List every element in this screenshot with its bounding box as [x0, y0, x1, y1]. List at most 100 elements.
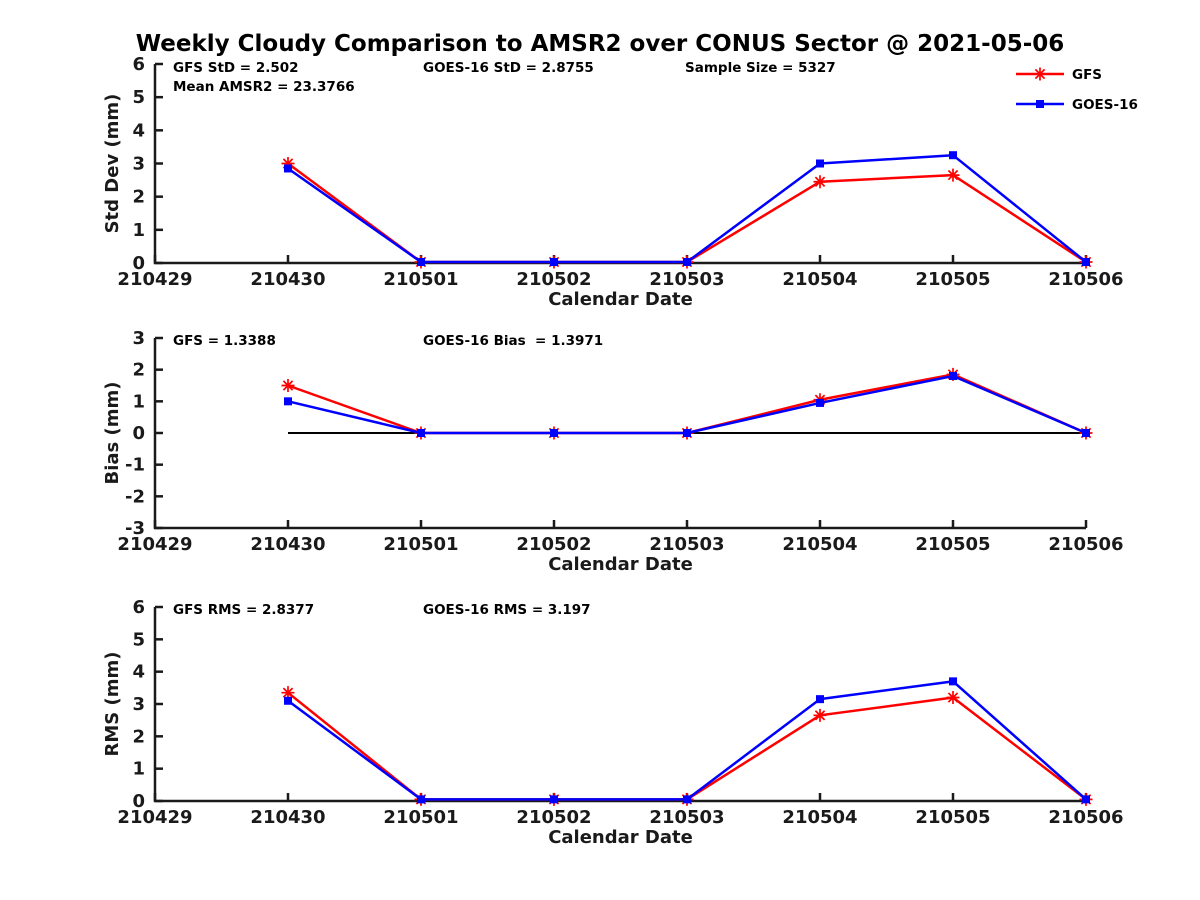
x-tick-label: 210429: [117, 807, 192, 828]
x-tick-label: 210505: [915, 534, 990, 555]
asterisk-marker: [281, 379, 295, 392]
y-tick-label: 2: [132, 726, 145, 747]
asterisk-marker: [1033, 67, 1047, 81]
annotation-std-dev: GOES-16 StD = 2.8755: [423, 60, 594, 76]
x-axis-label: Calendar Date: [548, 289, 693, 310]
x-tick-label: 210501: [383, 807, 458, 828]
annotation-rms: GFS RMS = 2.8377: [173, 602, 314, 618]
y-tick-label: 6: [132, 597, 145, 618]
annotation-std-dev: Mean AMSR2 = 23.3766: [173, 79, 355, 95]
y-tick-label: 3: [132, 154, 145, 175]
x-tick-label: 210501: [383, 269, 458, 290]
x-tick-label: 210506: [1048, 534, 1123, 555]
x-tick-label: 210506: [1048, 807, 1123, 828]
legend-label-goes-16: GOES-16: [1072, 97, 1138, 113]
x-tick-label: 210505: [915, 807, 990, 828]
square-marker: [816, 159, 824, 168]
asterisk-marker: [281, 686, 295, 700]
x-tick-label: 210430: [250, 534, 325, 555]
square-marker: [417, 258, 425, 267]
square-marker: [949, 372, 957, 380]
square-marker: [284, 397, 292, 406]
square-marker: [683, 429, 691, 437]
annotation-bias: GFS = 1.3388: [173, 333, 276, 349]
asterisk-marker: [813, 708, 827, 722]
y-tick-label: 1: [132, 220, 145, 241]
x-tick-label: 210505: [915, 269, 990, 290]
x-tick-label: 210429: [117, 269, 192, 290]
square-marker: [816, 695, 824, 704]
series-line-goes-16: [287, 680, 1087, 801]
square-marker: [284, 164, 292, 173]
y-tick-label: 0: [132, 423, 145, 444]
y-tick-label: 5: [132, 87, 145, 108]
series-line-goes-16: [287, 153, 1087, 264]
x-tick-label: 210503: [649, 807, 724, 828]
y-tick-label: 1: [132, 391, 145, 412]
y-tick-label: -1: [125, 455, 145, 476]
square-marker: [550, 258, 558, 267]
square-marker: [417, 429, 425, 437]
x-tick-label: 210430: [250, 269, 325, 290]
legend-label-gfs: GFS: [1072, 67, 1102, 83]
series-line-gfs: [287, 373, 1087, 435]
asterisk-marker: [813, 175, 827, 189]
square-marker: [284, 696, 292, 705]
annotation-rms: GOES-16 RMS = 3.197: [423, 602, 591, 618]
annotation-std-dev: Sample Size = 5327: [685, 60, 836, 76]
square-marker: [1082, 429, 1090, 437]
square-marker: [683, 795, 691, 804]
y-tick-label: 0: [132, 791, 145, 812]
y-axis-label: Bias (mm): [102, 382, 123, 485]
square-marker: [949, 677, 957, 686]
axes-spines-rms: [153, 607, 1086, 803]
asterisk-marker: [946, 691, 960, 705]
series-line-gfs: [287, 162, 1087, 264]
x-tick-label: 210504: [782, 807, 857, 828]
y-tick-label: 0: [132, 253, 145, 274]
annotation-std-dev: GFS StD = 2.502: [173, 60, 299, 76]
asterisk-marker: [281, 157, 295, 170]
square-marker: [683, 258, 691, 267]
x-tick-label: 210502: [516, 269, 591, 290]
y-tick-label: 3: [132, 328, 145, 349]
y-axis-label: RMS (mm): [102, 652, 123, 757]
y-tick-label: 3: [132, 694, 145, 715]
figure-title: Weekly Cloudy Comparison to AMSR2 over C…: [135, 31, 1065, 57]
square-marker: [550, 429, 558, 437]
square-marker: [550, 795, 558, 804]
square-marker: [1082, 258, 1090, 267]
square-marker: [949, 151, 957, 160]
x-axis-label: Calendar Date: [548, 554, 693, 575]
y-axis-label: Std Dev (mm): [102, 94, 123, 234]
asterisk-marker: [946, 168, 960, 182]
y-tick-label: -3: [125, 518, 145, 539]
x-tick-label: 210504: [782, 269, 857, 290]
y-tick-label: 4: [132, 662, 145, 683]
square-marker: [1082, 795, 1090, 804]
x-tick-label: 210502: [516, 534, 591, 555]
square-marker: [816, 398, 824, 407]
x-tick-label: 210501: [383, 534, 458, 555]
x-tick-label: 210503: [649, 269, 724, 290]
x-axis-label: Calendar Date: [548, 827, 693, 848]
y-tick-label: -2: [125, 486, 145, 507]
x-tick-label: 210429: [117, 534, 192, 555]
x-tick-label: 210506: [1048, 269, 1123, 290]
y-tick-label: 4: [132, 120, 145, 141]
square-marker: [1036, 100, 1044, 108]
x-tick-label: 210430: [250, 807, 325, 828]
x-tick-label: 210503: [649, 534, 724, 555]
x-tick-label: 210502: [516, 807, 591, 828]
y-tick-label: 6: [132, 54, 145, 75]
series-line-gfs: [287, 691, 1087, 801]
x-tick-label: 210504: [782, 534, 857, 555]
square-marker: [417, 795, 425, 804]
series-line-goes-16: [287, 374, 1087, 435]
y-tick-label: 5: [132, 629, 145, 650]
y-tick-label: 1: [132, 759, 145, 780]
annotation-bias: GOES-16 Bias = 1.3971: [423, 333, 603, 349]
y-tick-label: 2: [132, 187, 145, 208]
